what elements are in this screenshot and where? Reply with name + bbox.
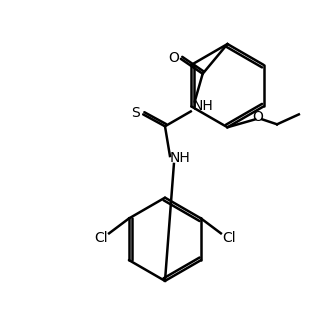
Text: O: O [252, 110, 263, 125]
Text: NH: NH [192, 100, 213, 113]
Text: S: S [131, 106, 140, 120]
Text: NH: NH [170, 151, 190, 165]
Text: Cl: Cl [94, 231, 108, 245]
Text: O: O [169, 51, 179, 65]
Text: Cl: Cl [222, 231, 236, 245]
